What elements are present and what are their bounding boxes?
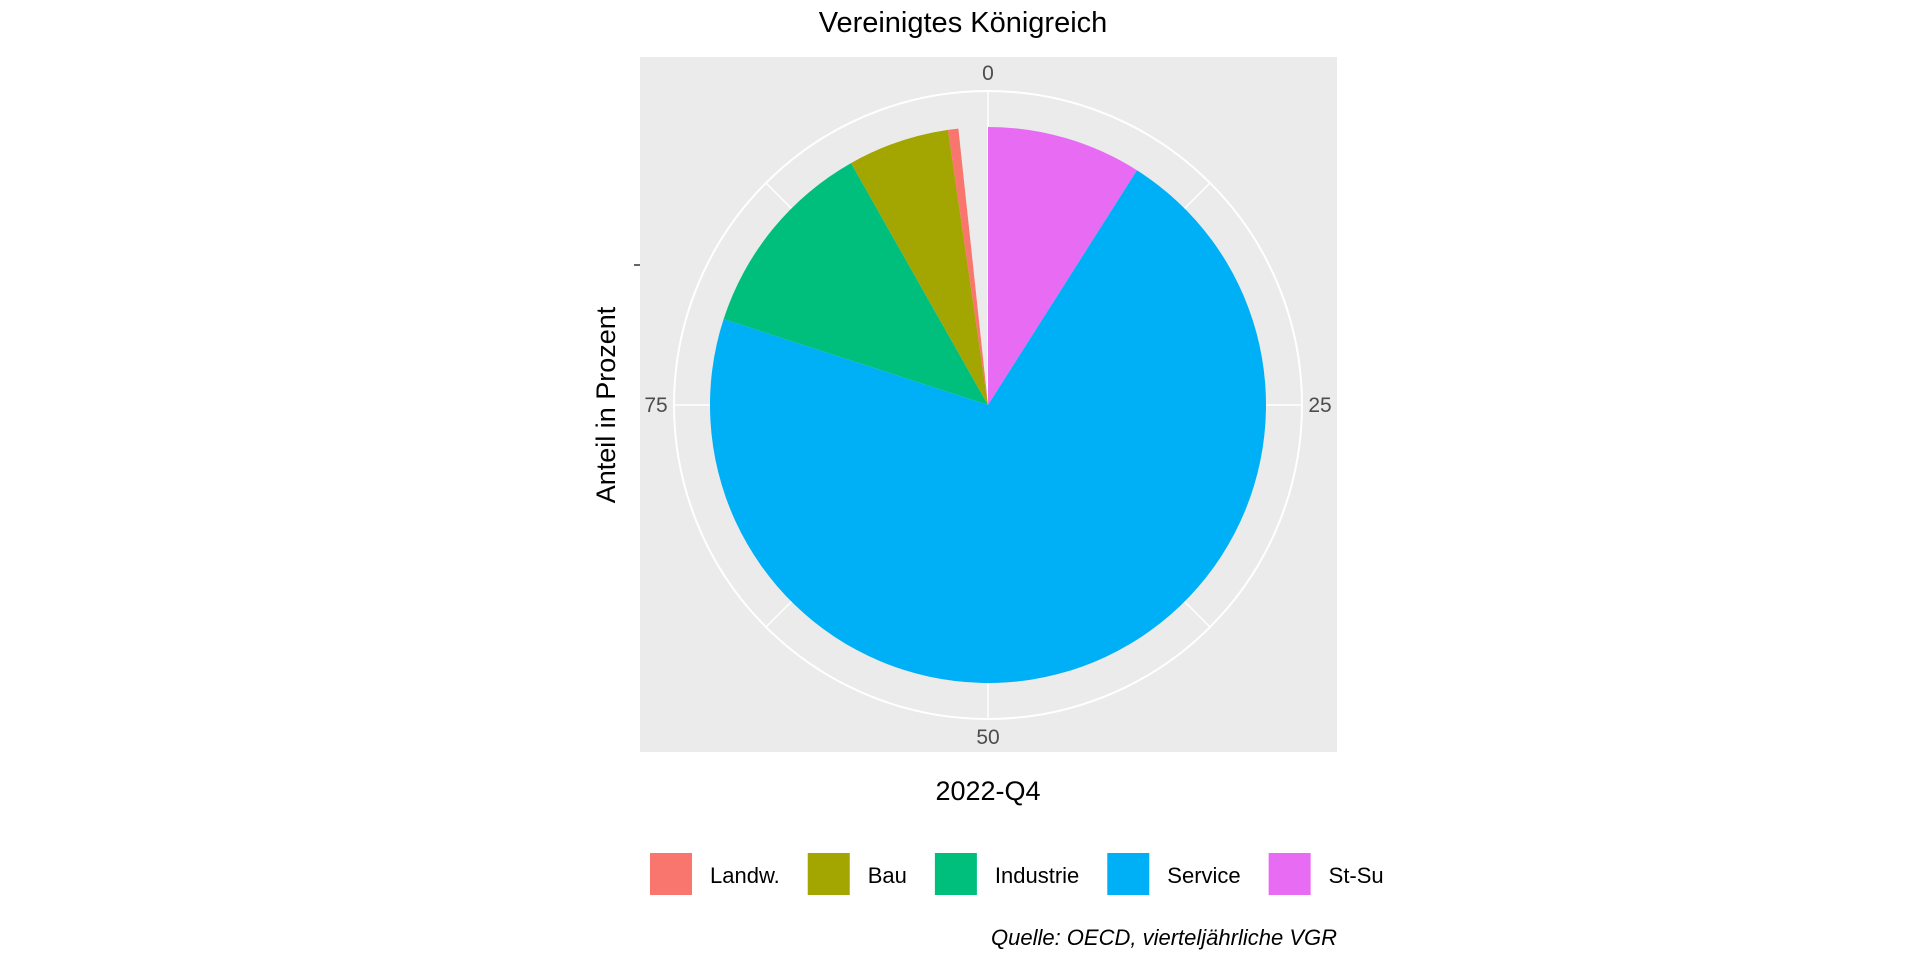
theta-tick-label: 50 (976, 726, 999, 749)
pie-slice-bau (851, 129, 988, 406)
y-axis-title: Anteil in Prozent (591, 306, 621, 503)
pie-slices (710, 127, 1267, 683)
pie-slice-industrie (723, 163, 988, 405)
theta-tick-bg (642, 394, 670, 417)
legend-label: Landw. (710, 863, 780, 888)
legend-key (934, 853, 977, 895)
legend-key (1268, 853, 1311, 895)
legend-label: St-Su (1329, 863, 1384, 888)
legend-label: Industrie (995, 863, 1079, 888)
caption: Quelle: OECD, vierteljährliche VGR (991, 925, 1337, 950)
legend-label: Bau (868, 863, 907, 888)
legend-key (1107, 853, 1150, 895)
pie-slice-service (710, 170, 1267, 683)
theta-tick-bg (1306, 394, 1334, 417)
theta-tick-label: 0 (982, 62, 994, 85)
pie-slice-landw (947, 128, 988, 405)
theta-tick-label: 25 (1308, 394, 1331, 417)
legend: Landw. Bau Industrie Service St-Su (650, 853, 1384, 895)
legend-key (807, 853, 850, 895)
chart-title: Vereinigtes Königreich (819, 7, 1108, 39)
legend-label: Service (1167, 863, 1240, 888)
pie-slice-st-su (988, 127, 1137, 405)
theta-tick-bg (980, 62, 996, 85)
legend-key (650, 853, 692, 895)
theta-tick-bg (974, 726, 1002, 749)
theta-tick-label: 75 (644, 394, 667, 417)
theta-axis: 0 25 50 75 (642, 62, 1334, 749)
x-axis-title: 2022-Q4 (935, 776, 1040, 806)
